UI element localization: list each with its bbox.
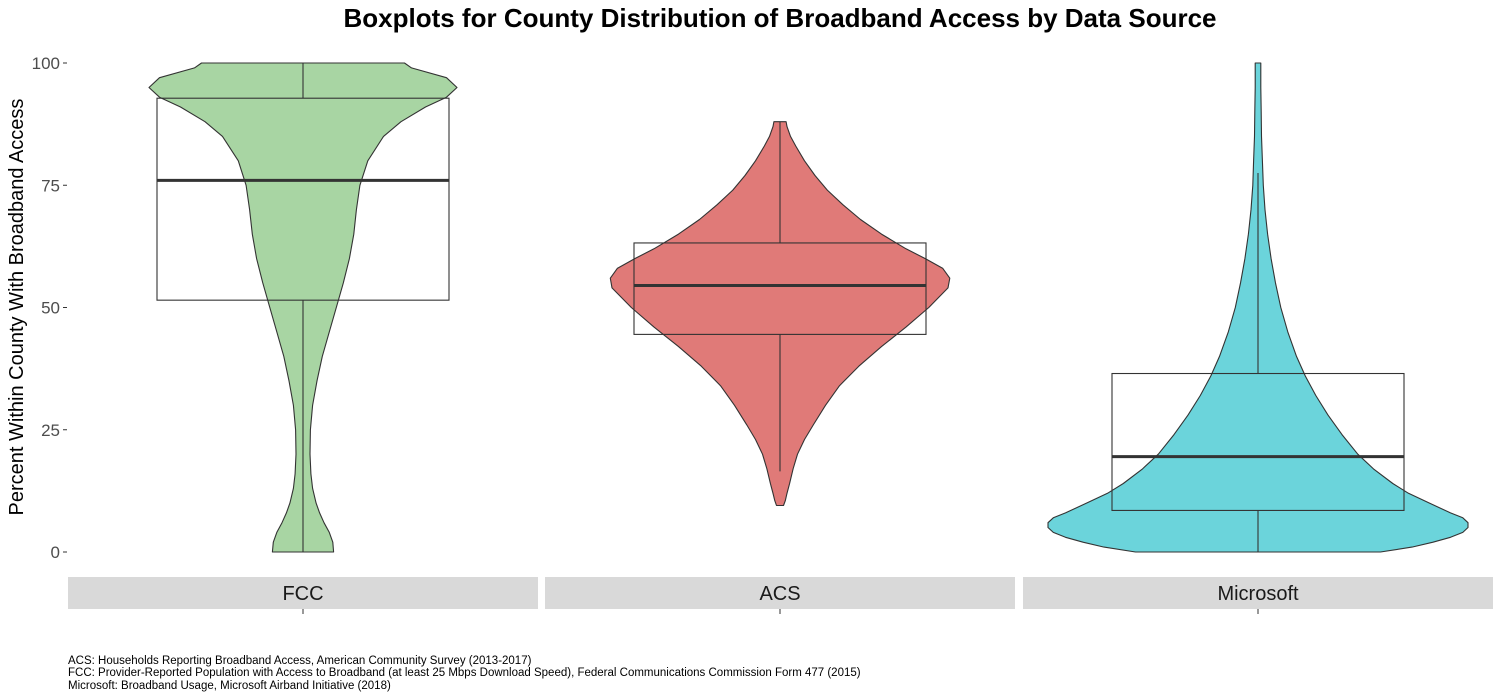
chart-title: Boxplots for County Distribution of Broa…	[343, 3, 1216, 33]
y-tick-label: 50	[41, 299, 60, 318]
strip-background	[68, 577, 538, 609]
panel-microsoft: Microsoft	[1023, 62, 1493, 614]
caption: ACS: Households Reporting Broadband Acce…	[68, 655, 861, 692]
y-axis-title: Percent Within County With Broadband Acc…	[6, 99, 28, 516]
strip-label-fcc: FCC	[282, 583, 323, 605]
y-tick-label: 75	[41, 176, 60, 195]
strip-label-acs: ACS	[759, 583, 800, 605]
y-tick-label: 100	[32, 54, 60, 73]
y-tick-label: 25	[41, 421, 60, 440]
box-iqr	[156, 97, 450, 301]
y-tick-label: 0	[51, 543, 60, 562]
caption-line: ACS: Households Reporting Broadband Acce…	[68, 655, 532, 667]
caption-line: FCC: Provider-Reported Population with A…	[68, 667, 861, 679]
strip-background	[1023, 577, 1493, 609]
strip-label-microsoft: Microsoft	[1217, 583, 1299, 605]
box-iqr	[633, 242, 927, 335]
panel-acs: ACS	[545, 121, 1015, 614]
strip-background	[545, 577, 1015, 609]
violin-acs	[609, 121, 951, 507]
y-axis: 0 25 50 75 100	[32, 54, 67, 562]
box-iqr	[1111, 372, 1405, 511]
panel-fcc: FCC	[68, 62, 538, 614]
caption-line: Microsoft: Broadband Usage, Microsoft Ai…	[68, 680, 391, 692]
panels: FCC ACS Microsoft	[68, 62, 1493, 614]
